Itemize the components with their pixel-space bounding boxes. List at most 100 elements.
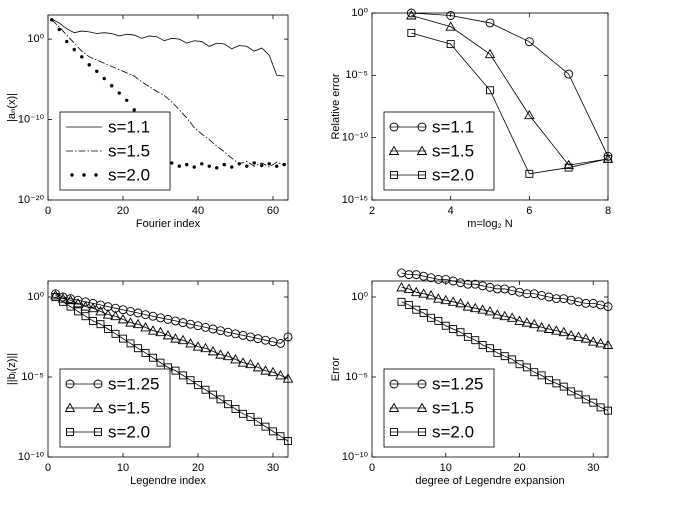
marker-triangle: [282, 373, 294, 383]
marker-triangle: [192, 341, 204, 351]
marker-square: [404, 300, 413, 309]
marker-square: [434, 316, 443, 325]
marker-dot: [275, 164, 279, 168]
marker-square: [96, 320, 105, 329]
marker-triangle: [410, 286, 422, 297]
marker-square: [525, 169, 534, 178]
marker-dot: [125, 98, 129, 102]
x-tick-label: 40: [192, 205, 204, 217]
marker-dot: [65, 39, 69, 44]
marker-triangle: [558, 326, 570, 337]
marker-circle: [417, 379, 427, 389]
marker-circle: [283, 332, 293, 342]
marker-dot: [230, 165, 234, 169]
y-tick-label: 10⁻²⁰: [18, 194, 45, 206]
marker-circle: [551, 294, 561, 304]
marker-dot: [72, 47, 76, 52]
marker-square: [261, 422, 270, 431]
marker-triangle: [275, 369, 286, 380]
marker-triangle: [416, 402, 428, 412]
marker-square: [446, 40, 455, 49]
marker-dot: [237, 162, 241, 166]
marker-square: [231, 405, 240, 413]
marker-triangle: [222, 350, 234, 361]
marker-triangle: [64, 402, 76, 412]
y-tick-label: 10⁻⁵: [21, 371, 44, 383]
marker-triangle: [396, 281, 407, 292]
marker-triangle: [521, 317, 533, 327]
marker-square: [209, 390, 217, 399]
marker-square: [51, 293, 60, 301]
x-tick-label: 30: [267, 462, 279, 474]
x-axis-label: m=log₂ N: [467, 218, 513, 230]
series-line: [411, 15, 609, 166]
y-axis-label: Relative error: [330, 73, 342, 139]
marker-triangle: [445, 21, 456, 31]
marker-dot: [267, 162, 271, 166]
marker-dot: [185, 162, 189, 167]
marker-square: [390, 428, 398, 436]
marker-triangle: [425, 289, 437, 300]
marker-circle: [389, 379, 399, 389]
marker-dot: [87, 63, 91, 67]
marker-triangle: [492, 309, 503, 319]
marker-square: [194, 380, 202, 389]
marker-triangle: [207, 345, 219, 356]
marker-dot: [222, 162, 226, 167]
marker-triangle: [580, 333, 592, 343]
marker-triangle: [230, 353, 241, 364]
marker-triangle: [477, 304, 488, 314]
marker-square: [418, 171, 426, 179]
series-line: [411, 32, 609, 175]
y-axis-label: ||bⱼ(z)||: [6, 353, 18, 385]
marker-triangle: [80, 301, 91, 311]
x-tick-label: 8: [605, 205, 611, 217]
marker-square: [156, 358, 165, 367]
marker-triangle: [565, 329, 577, 340]
legend-label: s=1.1: [108, 117, 150, 136]
marker-dot: [282, 162, 286, 167]
marker-triangle: [260, 365, 271, 375]
legend-label: s=2.0: [432, 422, 474, 441]
marker-dot: [177, 164, 181, 168]
legend-label: s=1.25: [108, 374, 160, 393]
marker-dot: [50, 18, 54, 22]
marker-triangle: [499, 310, 511, 321]
marker-triangle: [455, 297, 466, 308]
x-axis-label: degree of Legendre expansion: [415, 475, 564, 487]
marker-triangle: [147, 325, 159, 335]
marker-triangle: [447, 296, 459, 306]
legend-label: s=1.5: [432, 398, 474, 417]
x-tick-label: 4: [448, 205, 454, 217]
marker-square: [186, 376, 195, 385]
marker-square: [574, 390, 583, 399]
marker-circle: [603, 151, 613, 161]
marker-circle: [276, 338, 285, 348]
marker-circle: [524, 37, 534, 47]
x-axis-label: Fourier index: [136, 218, 201, 230]
marker-triangle: [177, 334, 189, 345]
marker-triangle: [595, 337, 606, 348]
marker-square: [537, 371, 546, 380]
marker-square: [239, 409, 247, 418]
marker-triangle: [418, 288, 429, 298]
legend-label: s=1.25: [432, 374, 484, 393]
series-line: [411, 12, 609, 157]
marker-square: [149, 353, 157, 362]
y-tick-label: 10⁻¹⁰: [18, 451, 45, 463]
marker-square: [254, 417, 262, 426]
marker-dot: [215, 166, 219, 170]
x-tick-label: 20: [117, 205, 129, 217]
marker-circle: [485, 18, 495, 28]
legend-label: s=1.1: [432, 117, 474, 136]
marker-square: [604, 406, 612, 415]
marker-circle: [93, 379, 103, 389]
marker-triangle: [388, 402, 400, 412]
marker-triangle: [102, 309, 114, 319]
marker-triangle: [573, 331, 584, 341]
marker-square: [390, 171, 398, 179]
legend-label: s=1.5: [108, 141, 150, 160]
legend-label: s=2.0: [432, 165, 474, 184]
marker-dot: [94, 173, 98, 177]
series-line: [51, 18, 285, 77]
